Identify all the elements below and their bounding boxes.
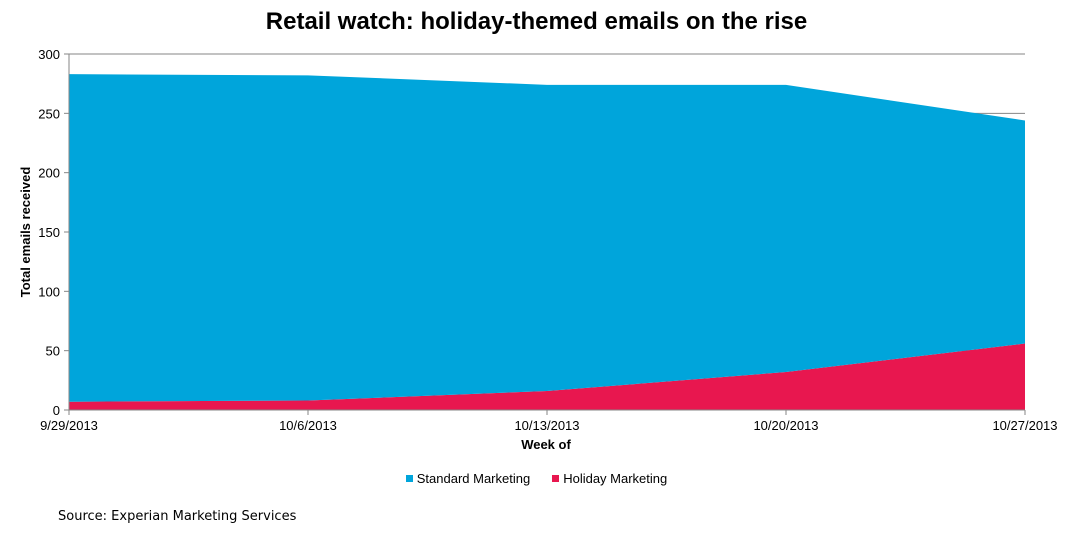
y-tick-label-250: 250 bbox=[38, 106, 60, 121]
legend-swatch-holiday bbox=[552, 475, 560, 482]
x-tick-label-2: 10/13/2013 bbox=[514, 418, 579, 433]
series-area-holiday-marketing bbox=[69, 343, 1025, 410]
x-axis-label: Week of bbox=[521, 437, 571, 452]
series-area-standard-marketing bbox=[69, 74, 1025, 402]
y-tick-label-0: 0 bbox=[53, 403, 60, 418]
legend-item-holiday-marketing: Holiday Marketing bbox=[552, 471, 667, 486]
y-tick-label-150: 150 bbox=[38, 225, 60, 240]
x-tick-label-3: 10/20/2013 bbox=[753, 418, 818, 433]
legend: Standard Marketing Holiday Marketing bbox=[0, 471, 1073, 486]
axes: 0 50 100 150 200 250 300 9/29/2013 10/6/2013 10/1… bbox=[38, 47, 1057, 433]
x-tick-label-0: 9/29/2013 bbox=[40, 418, 98, 433]
source-note: Source: Experian Marketing Services bbox=[58, 509, 297, 524]
legend-label-standard: Standard Marketing bbox=[416, 471, 531, 486]
chart-title: Retail watch: holiday-themed emails on t… bbox=[265, 8, 808, 35]
legend-swatch-standard bbox=[405, 475, 413, 482]
x-tick-label-4: 10/27/2013 bbox=[992, 418, 1057, 433]
legend-label-holiday: Holiday Marketing bbox=[563, 471, 668, 486]
x-tick-label-1: 10/6/2013 bbox=[279, 418, 337, 433]
y-axis-label: Total emails received bbox=[18, 167, 33, 298]
y-tick-label-300: 300 bbox=[38, 47, 60, 62]
legend-item-standard-marketing: Standard Marketing bbox=[405, 471, 531, 486]
y-tick-label-50: 50 bbox=[46, 344, 60, 359]
y-tick-label-200: 200 bbox=[38, 166, 60, 181]
plot-areas bbox=[69, 74, 1025, 410]
y-tick-label-100: 100 bbox=[38, 284, 60, 299]
